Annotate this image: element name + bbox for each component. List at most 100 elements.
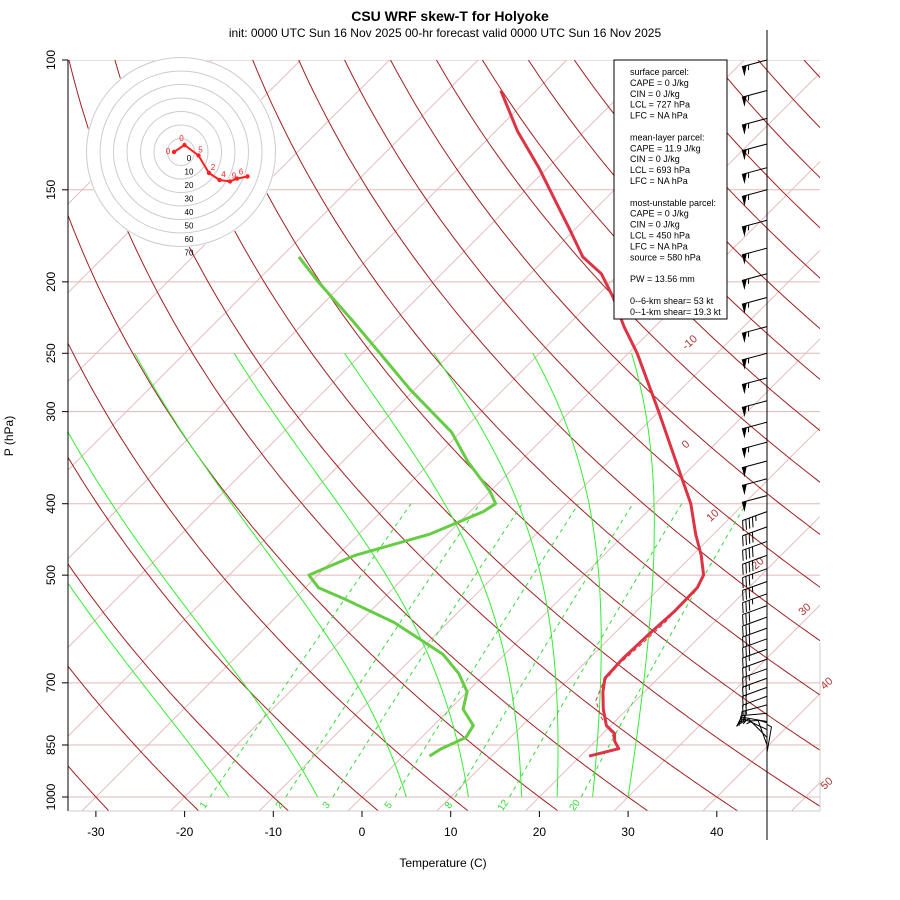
dry-adiabat-line xyxy=(481,60,820,432)
isotherm-label: 0 xyxy=(680,438,693,451)
info-box-line: LFC = NA hPa xyxy=(630,241,688,251)
wind-barb-feather xyxy=(745,676,747,687)
moist-adiabat-line xyxy=(134,353,407,798)
wind-barb-flag xyxy=(741,466,747,478)
wind-barb-flag xyxy=(741,279,747,291)
wind-barb-feather xyxy=(748,623,751,635)
info-box-line: 0--1-km shear= 19.3 kt xyxy=(630,307,721,317)
moist-adiabat-line xyxy=(627,353,655,798)
isotherm-line xyxy=(68,60,568,560)
temperature-trace xyxy=(499,89,706,758)
x-tick-label: -30 xyxy=(87,825,105,839)
wind-barb-staff xyxy=(741,247,768,256)
mixing-ratio-label: 5 xyxy=(383,800,395,811)
x-tick-label: 40 xyxy=(710,825,724,839)
wind-barb-staff xyxy=(742,616,768,627)
wind-barb-half-feather xyxy=(743,715,746,721)
dry-adiabat-line xyxy=(206,60,820,751)
wind-barb-staff xyxy=(742,581,768,591)
mixing-ratio-line xyxy=(580,503,747,798)
wind-barb-staff xyxy=(742,568,768,579)
wind-barb-flag xyxy=(741,149,747,161)
wind-barb-feather xyxy=(738,715,742,726)
moist-adiabat-line xyxy=(433,353,559,798)
x-tick-label: 30 xyxy=(621,825,635,839)
wind-barb-flag xyxy=(741,253,747,265)
wind-barb-feather xyxy=(751,546,754,558)
hodograph-ring-label: 10 xyxy=(185,168,194,177)
hodograph-ring-label: 0 xyxy=(187,154,192,163)
dry-adiabat-line xyxy=(68,563,290,811)
wind-barb-flag xyxy=(741,447,747,459)
info-box-line: LCL = 727 hPa xyxy=(630,100,690,110)
mixing-ratio-line xyxy=(209,503,412,798)
hodograph-point-label: 2 xyxy=(211,163,216,172)
hodograph-point xyxy=(171,149,177,155)
wind-barb-feather xyxy=(745,576,747,587)
wind-barbs xyxy=(736,30,773,840)
wind-barb-feather xyxy=(745,666,747,678)
isotherm-line xyxy=(81,72,820,811)
hodograph-ring xyxy=(86,57,276,247)
dry-adiabat-line xyxy=(389,60,820,535)
background-grid xyxy=(68,60,820,811)
wind-barb-feather xyxy=(742,577,744,589)
wind-barb-flag xyxy=(741,65,747,77)
wind-barb-staff xyxy=(742,605,768,616)
wind-barb-feather xyxy=(745,685,747,697)
wind-barb-flag xyxy=(741,501,747,512)
dry-adiabat-line xyxy=(527,60,820,381)
hodograph-point-label: 4 xyxy=(221,170,226,179)
mixing-ratio-label: 2 xyxy=(274,800,286,811)
mixing-ratio-line xyxy=(454,503,634,798)
moist-adiabat-line xyxy=(233,353,469,798)
x-tick-label: 10 xyxy=(444,825,458,839)
wind-barb-feather xyxy=(745,656,747,668)
dry-adiabat-line xyxy=(114,60,739,811)
wind-barb-feather xyxy=(742,636,744,648)
hodograph-ring xyxy=(126,97,236,207)
hodograph-point-label: 6 xyxy=(239,168,244,177)
hodograph-point-label: 0 xyxy=(179,134,184,143)
isotherm-line xyxy=(524,515,820,811)
wind-barb-feather xyxy=(748,518,751,529)
dry-adiabat-line xyxy=(344,60,820,588)
wind-barb-feather xyxy=(748,533,751,544)
x-tick-label: -10 xyxy=(265,825,283,839)
info-box-line: LCL = 450 hPa xyxy=(630,231,690,241)
wind-barb-staff xyxy=(742,526,768,537)
wind-barb-feather xyxy=(745,534,747,546)
hodograph-point xyxy=(196,153,201,158)
isotherm-line xyxy=(68,60,391,383)
wind-barb-flag xyxy=(741,195,747,207)
info-box-line: CIN = 0 J/kg xyxy=(630,89,680,99)
isotherm-line xyxy=(347,338,820,811)
wind-barb-feather xyxy=(751,516,754,528)
wind-barb-feather xyxy=(745,589,747,600)
wind-barb-feather xyxy=(742,705,744,716)
wind-barb-feather xyxy=(745,635,747,647)
hodograph-point xyxy=(182,142,187,148)
dry-adiabat-line xyxy=(68,665,200,811)
isotherm-label: 50 xyxy=(818,775,835,792)
hodograph-ring-label: 60 xyxy=(185,235,194,244)
hodograph-ring xyxy=(113,84,249,220)
hodograph-ring-label: 70 xyxy=(185,249,194,258)
isotherm-line xyxy=(68,60,657,649)
wind-barb-flag xyxy=(741,173,747,185)
wind-barb-flag xyxy=(741,302,747,314)
hodograph-ring-label: 40 xyxy=(185,208,194,217)
wind-barb-feather xyxy=(745,563,747,574)
info-box-line: CAPE = 0 J/kg xyxy=(630,209,689,219)
y-axis-label: P (hPa) xyxy=(2,416,16,456)
isotherm-line xyxy=(68,60,745,737)
hodograph-point-label: 5 xyxy=(198,146,203,155)
y-tick-label: 250 xyxy=(44,343,58,363)
wind-barb-flag xyxy=(741,484,747,496)
dry-adiabat-line xyxy=(803,60,820,79)
wind-barb-feather xyxy=(742,667,744,679)
info-box-line: LCL = 693 hPa xyxy=(630,165,690,175)
